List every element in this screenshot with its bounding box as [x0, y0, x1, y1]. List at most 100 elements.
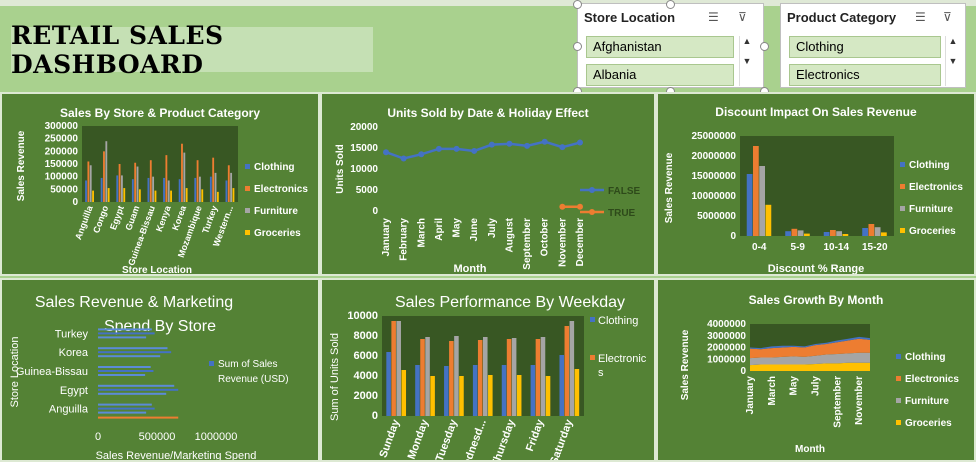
bar — [183, 152, 186, 202]
y-tick-label: 3000000 — [707, 331, 746, 342]
x-tick-label: Saturday — [548, 417, 576, 460]
chart-units-sold-by-date[interactable]: Units Sold by Date & Holiday Effect Units… — [320, 92, 656, 276]
chart-revenue-marketing[interactable]: Sales Revenue & Marketing Spend By Store S… — [0, 278, 320, 462]
slicer-scrollbar[interactable]: ▲ ▼ — [945, 36, 960, 86]
x-tick-label: December — [575, 218, 586, 266]
legend-label: Sum of Sales — [218, 359, 277, 370]
bar — [401, 370, 407, 416]
y-tick-label: 200000 — [45, 146, 79, 157]
bar — [118, 164, 121, 202]
dashboard-title-box: RETAIL SALES DASHBOARD — [11, 21, 373, 79]
y-tick-label: 15000 — [350, 143, 378, 154]
slicer-item[interactable]: Clothing — [789, 36, 941, 58]
x-tick-label: November — [854, 376, 865, 425]
legend-label: Clothing — [254, 162, 295, 173]
multi-select-icon[interactable]: ☰ — [708, 10, 719, 24]
x-tick-label: February — [399, 218, 410, 261]
x-tick-label: Friday — [524, 417, 547, 453]
chart-sales-growth[interactable]: Sales Growth By Month Sales Revenue 400000… — [656, 278, 976, 462]
series-line — [385, 140, 581, 160]
clear-filter-icon[interactable]: ⊽ — [738, 10, 747, 24]
y-tick-label: 5000000 — [697, 211, 736, 222]
bar — [85, 180, 87, 202]
bar — [874, 227, 881, 236]
y-tick-label: Korea — [59, 347, 89, 359]
bar — [98, 416, 179, 419]
y-tick-label: 4000 — [354, 370, 378, 382]
bar — [98, 370, 154, 372]
bar — [216, 191, 219, 202]
legend-swatch — [896, 420, 901, 425]
legend-swatch — [245, 208, 250, 213]
store-location-slicer[interactable]: Store Location ☰ ⊽ Afghanistan Albania ▲… — [577, 3, 764, 88]
data-point — [559, 144, 566, 151]
bar — [123, 188, 126, 202]
y-tick-label: 5000 — [356, 185, 379, 196]
chart-svg: Discount Impact On Sales Revenue Sales Re… — [664, 105, 963, 274]
x-tick-label: March — [767, 376, 778, 405]
chart-title: Spend By Store — [104, 318, 216, 335]
legend-marker — [589, 187, 595, 193]
clear-filter-icon[interactable]: ⊽ — [943, 10, 952, 24]
slicer-item[interactable]: Electronics — [789, 64, 941, 86]
chart-weekday-performance[interactable]: Sales Performance By Weekday Sum of Units… — [320, 278, 656, 462]
chart-discount-impact[interactable]: Discount Impact On Sales Revenue Sales Re… — [656, 92, 976, 276]
x-axis-label: Month — [454, 263, 487, 274]
bar — [98, 407, 155, 410]
chart-title: Sales Revenue & Marketing — [35, 294, 233, 311]
bar — [836, 231, 843, 236]
legend-swatch — [900, 228, 905, 233]
bar — [107, 188, 110, 202]
data-point — [453, 145, 460, 152]
y-tick-label: 4000000 — [707, 319, 746, 330]
resize-handle[interactable] — [573, 42, 582, 51]
bar — [225, 180, 228, 202]
legend-swatch — [245, 230, 250, 235]
bar — [138, 189, 141, 202]
sheet-gridlines — [0, 0, 976, 6]
area-series — [750, 338, 870, 359]
y-tick-label: 0 — [72, 197, 78, 208]
data-point — [488, 141, 495, 148]
multi-select-icon[interactable]: ☰ — [915, 10, 926, 24]
resize-handle[interactable] — [573, 0, 582, 9]
bar — [121, 175, 123, 202]
legend-label: Electronic — [598, 353, 647, 365]
bar — [516, 375, 522, 416]
slicer-item[interactable]: Albania — [586, 64, 734, 86]
chart-svg: Sales Revenue & Marketing Spend By Store S… — [9, 294, 289, 460]
bar — [791, 228, 798, 236]
product-category-slicer[interactable]: Product Category ☰ ⊽ Clothing Electronic… — [780, 3, 966, 88]
bar — [797, 230, 804, 236]
bar — [501, 365, 507, 416]
data-point — [383, 149, 389, 156]
slicer-item[interactable]: Afghanistan — [586, 36, 734, 58]
bar — [98, 328, 152, 331]
x-axis-label: Store Location — [122, 265, 192, 274]
legend-swatch — [245, 164, 250, 169]
bar — [765, 204, 772, 236]
bar — [752, 146, 759, 236]
slicer-title: Store Location — [584, 10, 676, 25]
bar — [98, 411, 147, 414]
y-tick-label: Guinea-Bissau — [16, 366, 88, 378]
y-tick-label: 10000000 — [692, 191, 737, 202]
legend-label: Furniture — [909, 204, 953, 215]
legend-label: Revenue (USD) — [218, 374, 289, 385]
bar — [759, 166, 766, 236]
chart-sales-by-store[interactable]: Sales By Store & Product Category Sales R… — [0, 92, 320, 276]
chart-title: Sales Performance By Weekday — [395, 294, 625, 311]
bar — [98, 366, 151, 368]
x-tick-label: 0-4 — [752, 242, 767, 253]
bar — [444, 366, 449, 416]
resize-handle[interactable] — [666, 0, 675, 9]
y-tick-label: Turkey — [55, 328, 89, 340]
bar — [181, 143, 183, 202]
x-tick-label: January — [381, 218, 392, 257]
slicer-scrollbar[interactable]: ▲ ▼ — [739, 36, 754, 86]
bar — [564, 326, 570, 416]
bar — [477, 340, 483, 416]
y-tick-label: 6000 — [354, 350, 378, 362]
chart-svg: Units Sold by Date & Holiday Effect Units… — [335, 106, 641, 274]
resize-handle[interactable] — [760, 42, 769, 51]
